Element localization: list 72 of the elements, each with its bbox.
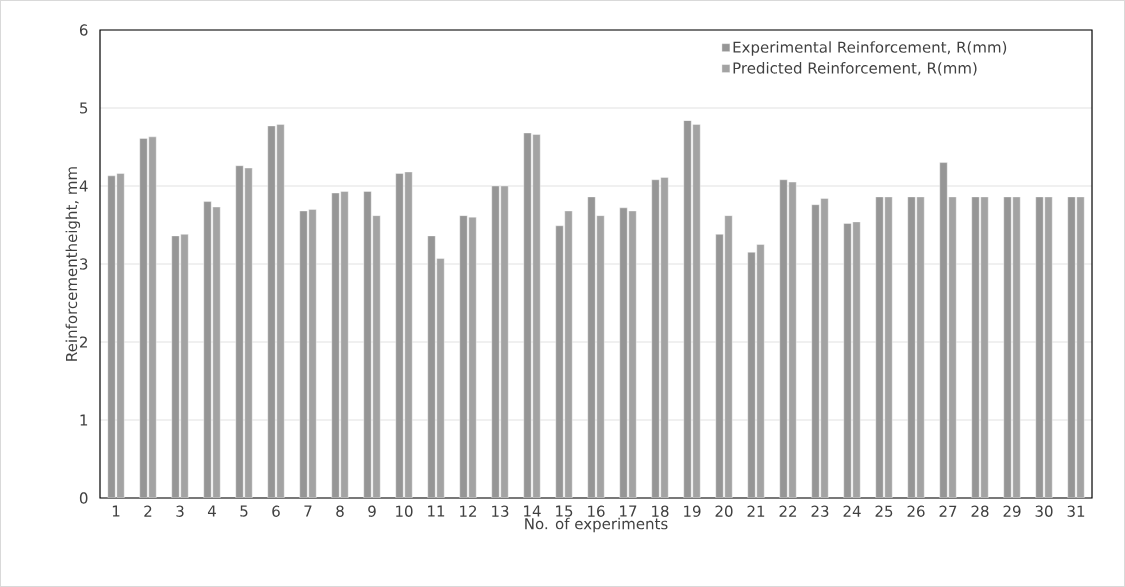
- x-tick-label: 5: [240, 505, 248, 517]
- y-tick-label: 2: [80, 336, 87, 348]
- x-tick-label: 24: [843, 505, 861, 517]
- bar: [235, 165, 244, 498]
- bar: [267, 125, 276, 498]
- bar: [331, 192, 340, 498]
- bar: [1003, 196, 1012, 498]
- x-tick-label: 13: [492, 505, 509, 517]
- bar: [299, 210, 308, 498]
- x-tick-label: 20: [715, 505, 733, 517]
- legend-label: Experimental Reinforcement, R(mm): [733, 41, 1007, 56]
- y-tick-label: 6: [79, 24, 88, 36]
- x-tick-label: 26: [907, 505, 925, 517]
- y-tick-label: 1: [80, 414, 88, 426]
- y-tick-label: 5: [80, 102, 88, 114]
- bar: [459, 215, 468, 498]
- x-tick-label: 31: [1067, 505, 1085, 517]
- x-tick-label: 17: [620, 505, 637, 517]
- x-tick-label: 8: [336, 505, 344, 517]
- bar: [139, 138, 148, 498]
- bar: [395, 173, 404, 498]
- y-tick-label: 4: [79, 180, 88, 192]
- bar: [1067, 196, 1076, 498]
- y-tick-label: 3: [80, 258, 88, 270]
- bar: [491, 185, 500, 498]
- x-tick-label: 6: [272, 505, 280, 517]
- x-tick-label: 11: [428, 505, 445, 517]
- x-tick-label: 19: [684, 505, 701, 517]
- bar: [779, 179, 788, 498]
- bar: [939, 162, 948, 498]
- bar: [619, 207, 628, 498]
- x-tick-label: 25: [875, 505, 893, 517]
- x-tick-label: 1: [112, 505, 120, 517]
- x-tick-label: 15: [556, 505, 573, 517]
- x-tick-label: 30: [1035, 505, 1053, 517]
- bar: [907, 196, 916, 498]
- legend-label: Predicted Reinforcement, R(mm): [733, 62, 977, 76]
- bar: [523, 132, 532, 498]
- bar: [747, 252, 756, 498]
- x-tick-label: 29: [1003, 505, 1021, 517]
- bar: [171, 235, 180, 498]
- x-tick-label: 12: [460, 505, 477, 517]
- x-axis-title: No. of experiments: [525, 517, 668, 533]
- bar: [107, 175, 116, 498]
- bar: [555, 225, 564, 498]
- x-tick-label: 4: [207, 505, 216, 517]
- bar: [651, 179, 660, 498]
- x-tick-label: 28: [971, 505, 989, 517]
- x-tick-label: 10: [396, 505, 413, 517]
- y-tick-label: 0: [79, 492, 88, 504]
- x-tick-label: 22: [779, 505, 797, 517]
- x-tick-label: 9: [368, 505, 376, 517]
- x-tick-label: 3: [176, 505, 184, 517]
- x-tick-label: 23: [811, 505, 829, 517]
- bar: [971, 196, 980, 498]
- bar: [203, 201, 212, 498]
- bar: [427, 235, 436, 498]
- bar: [1035, 196, 1044, 498]
- x-tick-label: 18: [652, 505, 669, 517]
- x-tick-label: 2: [144, 505, 152, 517]
- bar: [683, 120, 692, 498]
- bar: [843, 223, 852, 498]
- x-tick-label: 27: [939, 505, 957, 517]
- bar: [363, 191, 372, 498]
- bar: [715, 234, 724, 498]
- x-tick-label: 21: [747, 505, 765, 517]
- bar: [587, 196, 596, 498]
- x-tick-label: 14: [524, 505, 541, 517]
- x-tick-label: 16: [588, 505, 605, 517]
- bar: [875, 196, 884, 498]
- x-tick-label: 7: [304, 505, 312, 517]
- bar: [811, 204, 820, 498]
